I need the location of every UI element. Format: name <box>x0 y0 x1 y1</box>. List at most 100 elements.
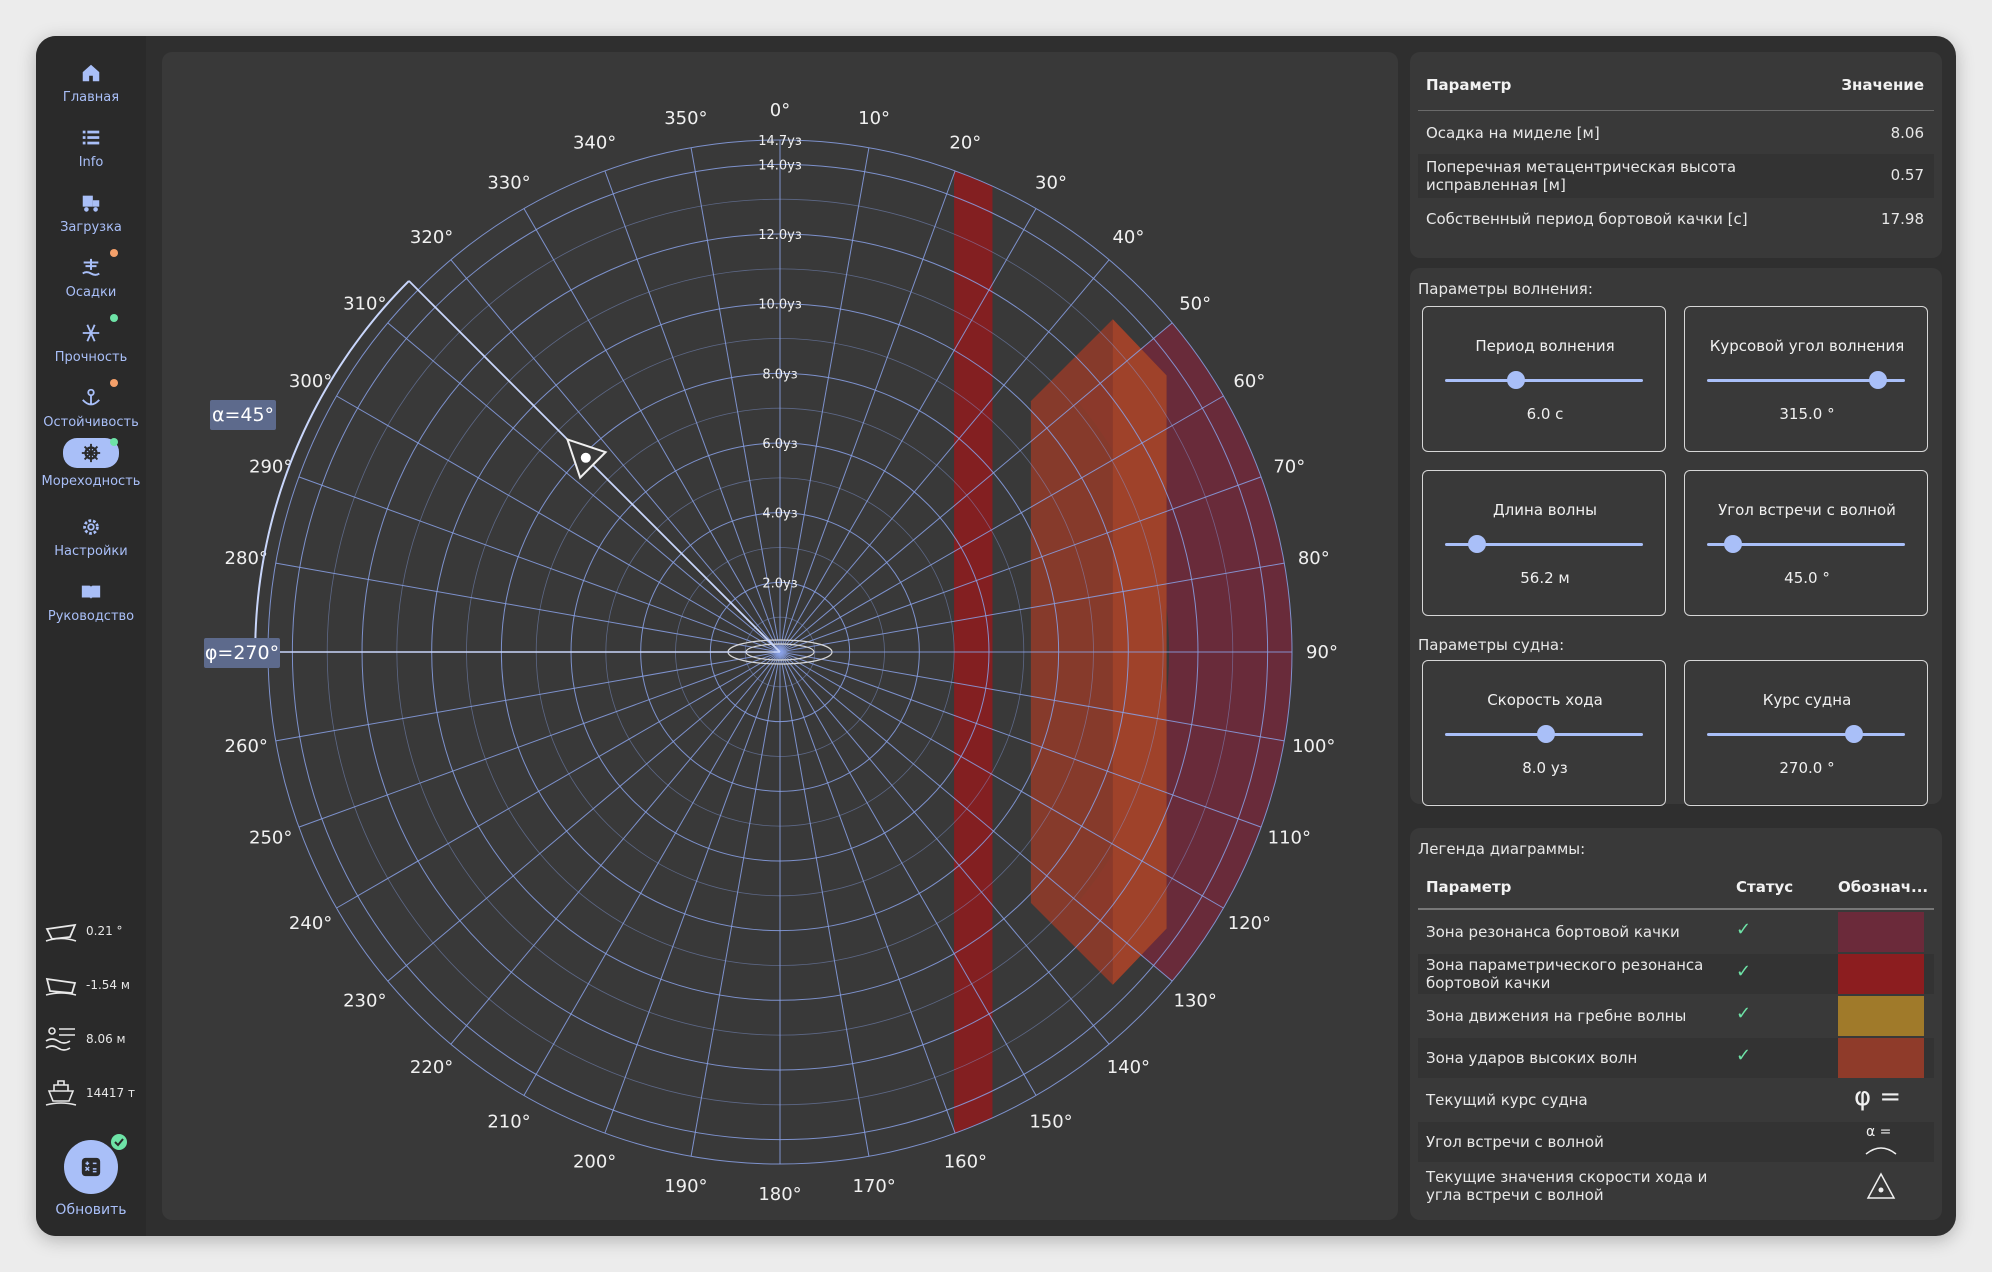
radial-spoke <box>275 651 781 742</box>
angle-tick-label: 350° <box>664 108 707 129</box>
angle-tick-label: 160° <box>944 1151 987 1172</box>
strength-status-dot <box>110 314 118 322</box>
legend-title: Легенда диаграммы: <box>1418 840 1586 858</box>
refresh-button[interactable] <box>64 1140 118 1194</box>
radial-spoke <box>336 395 781 653</box>
row-value: 17.98 <box>1881 210 1924 228</box>
trim-value: -1.54 м <box>86 978 130 992</box>
nav-item-info[interactable]: Info <box>36 119 146 179</box>
angle-tick-label: 330° <box>487 173 530 194</box>
row-label: Поперечная метацентрическая высота испра… <box>1426 158 1737 194</box>
radial-spoke <box>450 259 781 653</box>
nav-item-home[interactable]: Главная <box>36 54 146 114</box>
angle-tick-label: 20° <box>949 133 981 154</box>
radial-spoke <box>275 562 781 653</box>
wave-heading-slider-track[interactable] <box>1707 379 1905 382</box>
encounter-angle-arc <box>254 280 410 653</box>
radial-tick-label: 4.0уз <box>762 507 797 522</box>
angle-tick-label: 90° <box>1306 642 1338 663</box>
table-row: Собственный период бортовой качки [с] 17… <box>1418 200 1934 238</box>
course-slider-track[interactable] <box>1707 733 1905 736</box>
radial-spoke <box>779 147 870 653</box>
radial-tick-label: 2.0уз <box>762 576 797 591</box>
cargo-icon <box>82 195 100 212</box>
course-card: Курс судна 270.0 ° <box>1684 660 1928 806</box>
nav-item-seakeeping[interactable]: Мореходность <box>36 436 146 496</box>
nav-item-strength[interactable]: Прочность <box>36 314 146 374</box>
gear-icon <box>83 519 99 535</box>
wave-length-slider-track[interactable] <box>1445 543 1643 546</box>
trim-stat: -1.54 м <box>44 968 144 1002</box>
seakeeping-icon <box>81 443 101 463</box>
encounter-angle-slider-handle[interactable] <box>1724 535 1742 553</box>
radial-spoke <box>298 651 781 828</box>
draft-stat: 8.06 м <box>44 1022 144 1056</box>
encounter-angle-card: Угол встречи с волной 45.0 ° <box>1684 470 1928 616</box>
radial-tick-label: 12.0уз <box>758 228 802 243</box>
angle-tick-label: 140° <box>1107 1057 1150 1078</box>
wave-heading-slider-handle[interactable] <box>1869 371 1887 389</box>
radial-spoke <box>779 651 1110 1045</box>
header-param: Параметр <box>1426 76 1512 94</box>
nav-item-settings[interactable]: Настройки <box>36 508 146 568</box>
wave-period-slider-handle[interactable] <box>1507 371 1525 389</box>
wave-period-card: Период волнения 6.0 с <box>1422 306 1666 452</box>
strength-icon <box>82 324 100 342</box>
encounter-angle-slider-track[interactable] <box>1707 543 1905 546</box>
nav-item-manual[interactable]: Руководство <box>36 573 146 633</box>
angle-tick-label: 80° <box>1298 548 1330 569</box>
status-check-icon: ✓ <box>1736 1003 1752 1024</box>
nav-item-draft[interactable]: Осадки <box>36 249 146 309</box>
radial-spoke <box>604 170 781 653</box>
nav-label-cargo: Загрузка <box>60 220 122 235</box>
radial-spoke <box>690 147 781 653</box>
stability-icon <box>82 388 100 406</box>
angle-tick-label: 260° <box>225 736 268 757</box>
list-icon <box>82 130 100 145</box>
nav-label-stability: Остойчивость <box>43 415 139 430</box>
wave-period-slider-track[interactable] <box>1445 379 1643 382</box>
row-label: Собственный период бортовой качки [с] <box>1426 210 1748 228</box>
nav-item-stability[interactable]: Остойчивость <box>36 379 146 439</box>
angle-tick-label: 340° <box>573 133 616 154</box>
radial-spoke <box>779 651 1173 982</box>
angle-tick-label: 240° <box>289 913 332 934</box>
resonance-swatch <box>1838 912 1924 952</box>
course-slider-handle[interactable] <box>1845 725 1863 743</box>
legend-header-symbol: Обознач... <box>1838 878 1929 896</box>
polar-diagram[interactable]: 0° 10° 20° 30° 40° 50° 60° 70° 80° 90° 100° 110° 120… <box>162 52 1398 1220</box>
wave-length-label: Длина волны <box>1492 501 1598 519</box>
radial-spoke <box>523 651 781 1096</box>
radial-spoke <box>387 651 781 982</box>
legend-row-param-resonance: Зона параметрического резонанса бортовой… <box>1418 954 1934 994</box>
displacement-stat: 14417 т <box>44 1076 144 1110</box>
book-icon <box>81 585 101 600</box>
heel-value: 0.21 ° <box>86 924 123 938</box>
current-point-marker[interactable] <box>555 427 608 480</box>
angle-tick-label: 30° <box>1035 173 1067 194</box>
ship-params-table: Параметр Значение Осадка на миделе [м] 8… <box>1418 60 1934 250</box>
radial-tick-label: 14.0уз <box>758 158 802 173</box>
radial-spoke <box>690 651 781 1157</box>
polar-chart-panel: 0° 10° 20° 30° 40° 50° 60° 70° 80° 90° 100° 110° 120… <box>162 52 1398 1220</box>
speed-slider-handle[interactable] <box>1537 725 1555 743</box>
legend-label: Текущий курс судна <box>1426 1091 1588 1109</box>
nav-label-settings: Настройки <box>54 544 128 559</box>
speed-label: Скорость хода <box>1487 691 1603 709</box>
nav-item-cargo[interactable]: Загрузка <box>36 184 146 244</box>
draft-value: 8.06 м <box>86 1032 126 1046</box>
radial-spoke <box>779 562 1285 653</box>
draft-level-icon <box>45 1027 75 1051</box>
draft-icon <box>82 258 100 276</box>
heel-icon <box>45 923 77 942</box>
app-window: Главная Info Загрузка Осадки Прочность О… <box>36 36 1956 1236</box>
radial-spoke <box>523 208 781 653</box>
legend-header: Параметр Статус Обознач... <box>1418 864 1934 910</box>
radial-spoke <box>779 651 1037 1096</box>
angle-tick-label: 250° <box>249 827 292 848</box>
radial-spoke <box>779 395 1224 653</box>
displacement-value: 14417 т <box>86 1086 135 1100</box>
wave-length-slider-handle[interactable] <box>1468 535 1486 553</box>
encounter-angle-label: Угол встречи с волной <box>1718 501 1896 519</box>
sidebar: Главная Info Загрузка Осадки Прочность О… <box>36 36 146 1236</box>
